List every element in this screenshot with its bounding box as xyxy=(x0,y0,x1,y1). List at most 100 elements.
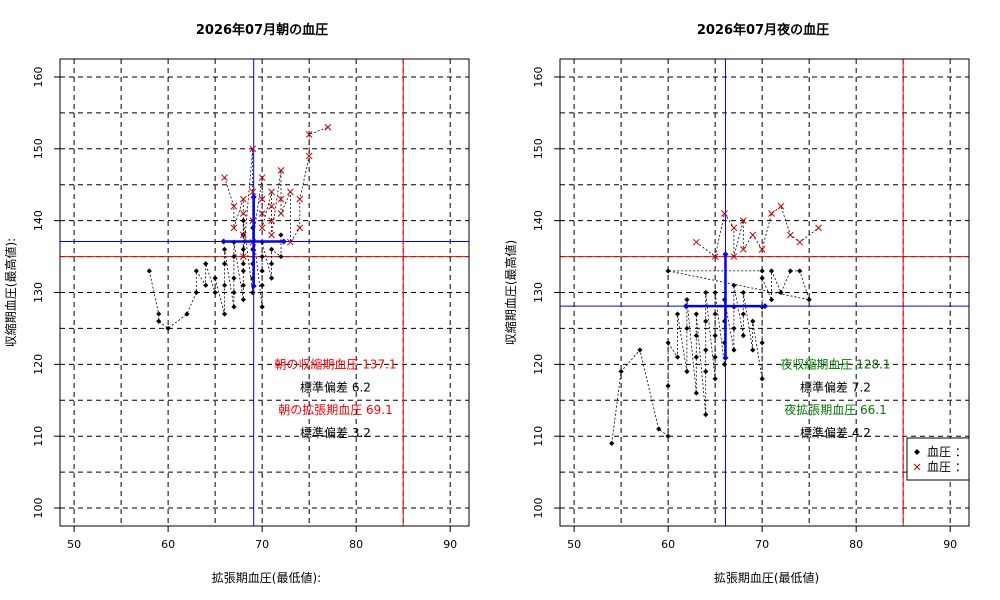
x-tick-label: 80 xyxy=(349,538,363,551)
x-axis-label: 拡張期血圧(最低値): xyxy=(212,570,321,585)
sd-endpoint xyxy=(722,354,729,361)
data-point xyxy=(184,311,190,317)
data-point xyxy=(815,224,822,232)
data-point xyxy=(703,289,709,296)
data-point xyxy=(693,311,699,317)
data-point xyxy=(146,268,152,274)
data-point xyxy=(239,231,247,239)
data-point xyxy=(230,202,238,210)
sd-endpoint xyxy=(761,303,768,310)
data-point xyxy=(268,261,275,267)
data-point xyxy=(278,253,284,260)
data-point xyxy=(287,188,294,196)
y-tick-label: 150 xyxy=(532,138,545,159)
grid xyxy=(60,59,469,526)
data-point xyxy=(296,224,304,232)
data-point xyxy=(674,354,681,360)
data-point xyxy=(721,361,728,367)
data-point xyxy=(665,433,671,439)
legend-marker xyxy=(913,463,921,471)
y-tick-label: 100 xyxy=(32,498,45,519)
data-point xyxy=(740,311,746,317)
y-tick-label: 160 xyxy=(532,66,545,87)
data-point xyxy=(239,210,247,217)
y-tick-label: 100 xyxy=(532,498,545,519)
data-point xyxy=(703,347,709,353)
x-tick-label: 90 xyxy=(943,538,957,551)
data-point xyxy=(684,297,690,303)
data-point xyxy=(277,195,285,203)
y-tick-label: 120 xyxy=(532,354,545,375)
data-point xyxy=(731,282,737,288)
data-point xyxy=(240,282,246,288)
annotation-2: 標準偏差 7.2 xyxy=(800,380,871,395)
data-point xyxy=(712,354,718,360)
x-tick-label: 50 xyxy=(67,538,81,551)
data-point xyxy=(796,238,804,246)
sd-endpoint xyxy=(220,238,227,245)
data-point xyxy=(249,188,257,196)
data-point xyxy=(787,268,793,274)
sd-endpoint xyxy=(250,193,257,200)
legend-box xyxy=(906,437,970,481)
data-point xyxy=(806,297,812,303)
data-point xyxy=(768,297,775,303)
data-point xyxy=(259,253,265,260)
annotation-4: 標準偏差 3.2 xyxy=(300,425,371,440)
legend-label: 血圧 ： xyxy=(927,445,967,459)
sd-endpoint xyxy=(280,238,287,245)
sd-endpoint xyxy=(722,251,729,258)
data-point xyxy=(684,325,690,332)
chart-panel-2: 2026年07月夜の血圧 50 60 70 80 90 100 110 120 130 140 150… xyxy=(503,22,970,585)
y-tick-label: 140 xyxy=(32,210,45,231)
data-point xyxy=(712,311,718,317)
data-point xyxy=(165,325,171,332)
data-point xyxy=(203,261,209,267)
data-point xyxy=(277,210,285,217)
data-point xyxy=(203,282,209,288)
data-point xyxy=(731,347,737,353)
data-point xyxy=(777,202,785,210)
data-point xyxy=(693,390,699,396)
data-point xyxy=(258,174,266,181)
legend-label: 血圧 ： xyxy=(927,460,967,474)
data-point xyxy=(212,289,218,296)
legend-marker xyxy=(914,449,920,455)
data-point xyxy=(787,231,794,239)
annotation-1: 夜収縮期血圧 128.1 xyxy=(780,357,890,372)
data-point xyxy=(268,246,275,252)
x-tick-label: 60 xyxy=(161,538,175,551)
data-point xyxy=(305,131,313,138)
data-point xyxy=(730,253,738,260)
data-point xyxy=(768,268,775,274)
data-point xyxy=(212,275,218,281)
data-point xyxy=(287,238,294,246)
x-tick-label: 60 xyxy=(661,538,675,551)
y-tick-label: 120 xyxy=(32,354,45,375)
data-point xyxy=(750,347,756,353)
systolic-points xyxy=(692,202,822,260)
data-point xyxy=(758,246,766,253)
y-tick-label: 150 xyxy=(32,138,45,159)
data-point xyxy=(231,304,237,310)
data-point xyxy=(693,333,699,339)
data-point xyxy=(221,282,228,288)
annotation-3: 夜拡張期血圧 66.1 xyxy=(784,402,887,417)
data-point xyxy=(268,275,275,281)
data-point xyxy=(221,246,228,252)
data-point xyxy=(759,268,765,274)
data-point xyxy=(618,368,624,375)
data-point xyxy=(240,261,246,267)
y-tick-label: 160 xyxy=(32,66,45,87)
y-axis-label: 収縮期血圧(最高値): xyxy=(3,238,18,347)
x-tick-label: 70 xyxy=(755,538,769,551)
annotation-2: 標準偏差 6.2 xyxy=(300,380,371,395)
data-point xyxy=(231,253,237,260)
data-point xyxy=(656,426,662,432)
data-point xyxy=(193,289,199,296)
data-point xyxy=(693,354,699,360)
data-point xyxy=(268,188,275,196)
data-point xyxy=(759,275,765,281)
data-point xyxy=(231,275,237,281)
data-point xyxy=(637,347,643,353)
